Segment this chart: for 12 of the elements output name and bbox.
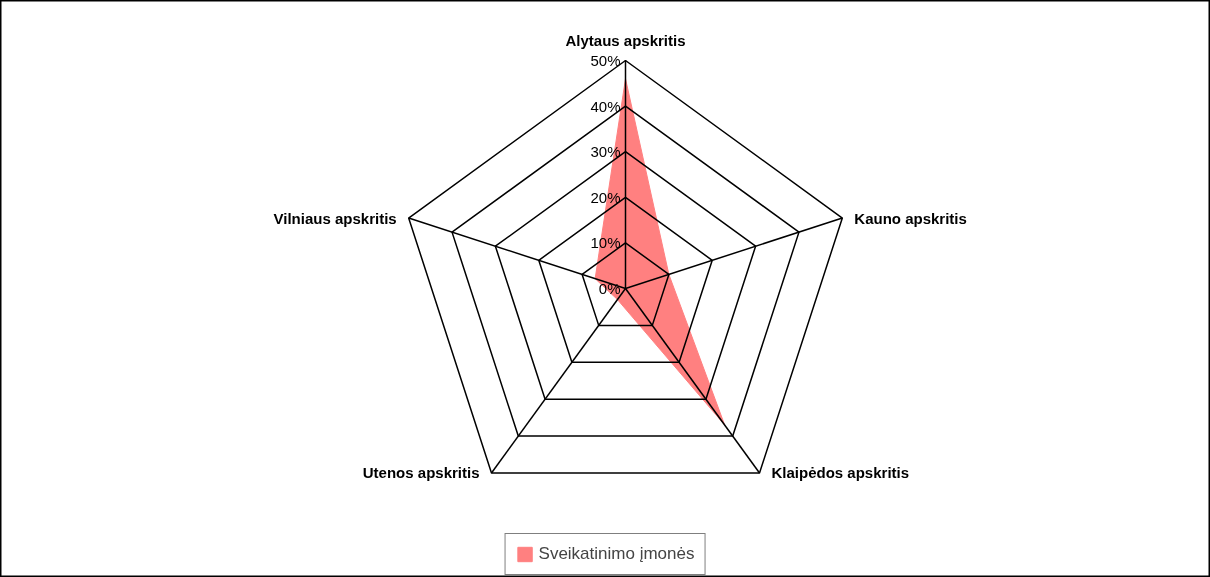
spoke-label: Kauno apskritis <box>854 209 967 227</box>
y-tick-label: 0% <box>598 280 621 297</box>
y-tick-label: 20% <box>590 188 621 206</box>
legend-label: Sveikatinimo įmonės <box>538 544 695 564</box>
y-tick-label: 40% <box>590 97 621 115</box>
spoke-label: Klaipėdos apskritis <box>771 464 910 482</box>
y-tick-label: 10% <box>590 234 621 252</box>
y-tick-label: 30% <box>590 143 621 161</box>
spoke-label: Alytaus apskritis <box>565 31 686 49</box>
spoke-label: Vilniaus apskritis <box>273 209 397 227</box>
y-tick-label: 50% <box>590 52 621 69</box>
spoke-label: Utenos apskritis <box>362 464 480 482</box>
